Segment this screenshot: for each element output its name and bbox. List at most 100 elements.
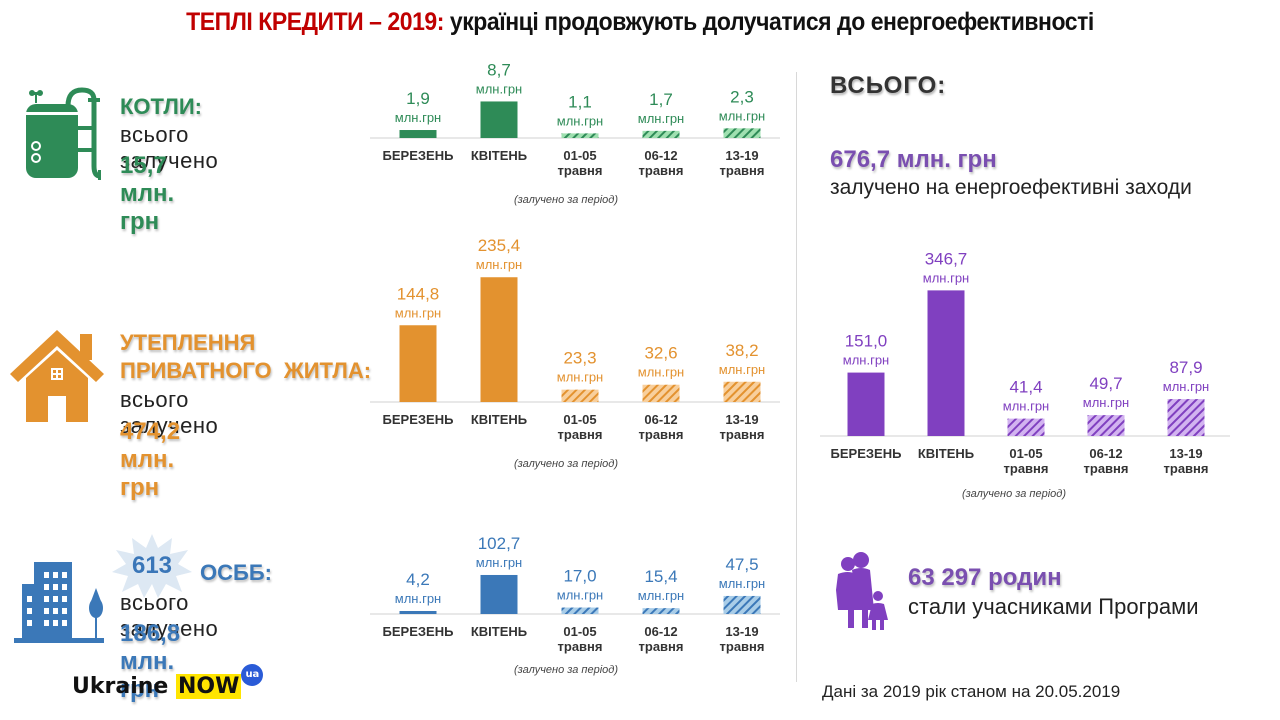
category-label-2: травня [558, 163, 603, 178]
chart-total-note: (залучено за період) [962, 488, 1067, 500]
bar-value-label-1: 8,7 [487, 60, 511, 79]
insulation-amount: 474,2 млн. грн [120, 418, 181, 501]
category-label-4: травня [720, 163, 765, 178]
boilers-subtitle: всього залучено [120, 122, 219, 173]
category-label-1: КВІТЕНЬ [471, 624, 527, 639]
bar-value-label-3: 15,4 [644, 567, 677, 586]
bar-unit-label-2: млн.грн [1003, 399, 1049, 414]
bar-0 [399, 325, 437, 402]
bar-0 [399, 611, 437, 614]
bar-value-label-0: 151,0 [845, 332, 888, 351]
category-label-3: 06-12 [644, 624, 677, 639]
bar-1 [927, 290, 965, 436]
bar-2 [561, 607, 599, 614]
building-icon [14, 562, 104, 643]
starburst-icon [112, 534, 192, 598]
category-label-3: 06-12 [1089, 446, 1122, 461]
bar-2 [1007, 418, 1045, 436]
bar-0 [847, 372, 885, 436]
osbb-count: 613 [131, 552, 173, 579]
bar-4 [723, 595, 761, 614]
osbb-heading: ОСББ: [200, 560, 272, 585]
bar-value-label-4: 47,5 [725, 555, 758, 574]
boilers-amount: 15,7 млн. грн [120, 152, 175, 235]
category-label-3: травня [639, 639, 684, 654]
bar-3 [642, 384, 680, 402]
bar-unit-label-1: млн.грн [923, 270, 969, 285]
bar-unit-label-4: млн.грн [719, 108, 765, 123]
total-amount: 676,7 млн. грн [830, 146, 997, 173]
bar-value-label-0: 1,9 [406, 89, 430, 108]
category-label-1: КВІТЕНЬ [471, 148, 527, 163]
category-label-1: КВІТЕНЬ [918, 446, 974, 461]
total-subtitle: залучено на енергоефективні заходи [830, 176, 1192, 199]
category-label-3: травня [1084, 461, 1129, 476]
bar-value-label-1: 346,7 [925, 249, 968, 268]
insulation-heading-line1: УТЕПЛЕННЯ [120, 330, 256, 355]
bar-unit-label-1: млн.грн [476, 81, 522, 96]
ukraine-now-logo: Ukraine NOW ua [72, 664, 264, 699]
vertical-divider [796, 72, 797, 682]
chart-boilers-note: (залучено за період) [514, 194, 619, 206]
category-label-2: травня [558, 427, 603, 442]
category-label-0: БЕРЕЗЕНЬ [831, 446, 902, 461]
chart-osbb-note: (залучено за період) [514, 664, 619, 676]
bar-unit-label-2: млн.грн [557, 113, 603, 128]
bar-unit-label-0: млн.грн [395, 591, 441, 606]
bar-value-label-0: 144,8 [397, 284, 440, 303]
osbb-count-badge: 613 [112, 534, 192, 598]
bar-unit-label-3: млн.грн [638, 365, 684, 380]
category-label-3: травня [639, 427, 684, 442]
category-label-0: БЕРЕЗЕНЬ [383, 148, 454, 163]
bar-3 [642, 130, 680, 138]
category-label-4: травня [720, 639, 765, 654]
bar-unit-label-4: млн.грн [719, 362, 765, 377]
category-label-4: травня [1164, 461, 1209, 476]
bar-4 [1167, 399, 1205, 436]
bar-value-label-3: 49,7 [1089, 374, 1122, 393]
chart-insulation: 144,8 млн.грн БЕРЕЗЕНЬ 235,4 млн.грн КВІТЕНЬ 2… [370, 230, 790, 460]
bar-value-label-1: 102,7 [478, 534, 521, 553]
families-subtitle: стали учасниками Програми [908, 594, 1199, 619]
osbb-subtitle: всього залучено [120, 590, 219, 641]
families-count: 63 297 родин [908, 564, 1062, 591]
bar-value-label-4: 87,9 [1169, 358, 1202, 377]
category-label-4: 13-19 [1169, 446, 1202, 461]
category-label-4: 13-19 [725, 412, 758, 427]
data-date-footer: Дані за 2019 рік станом на 20.05.2019 [822, 682, 1121, 701]
category-label-3: 06-12 [644, 148, 677, 163]
bar-value-label-2: 23,3 [563, 349, 596, 368]
insulation-subtitle: всього залучено [120, 387, 219, 438]
chart-boilers: 1,9 млн.грн БЕРЕЗЕНЬ 8,7 млн.грн КВІТЕНЬ 1,1 мл… [370, 60, 790, 195]
bar-unit-label-2: млн.грн [557, 370, 603, 385]
bar-2 [561, 133, 599, 138]
bar-unit-label-3: млн.грн [638, 588, 684, 603]
boiler-icon [24, 87, 101, 180]
category-label-4: 13-19 [725, 624, 758, 639]
osbb-amount: 186,8 млн. грн [120, 620, 181, 703]
bar-unit-label-0: млн.грн [395, 305, 441, 320]
category-label-2: 01-05 [1009, 446, 1042, 461]
category-label-3: 06-12 [644, 412, 677, 427]
total-heading: ВСЬОГО: [830, 72, 947, 99]
bar-value-label-3: 32,6 [644, 344, 677, 363]
chart-insulation-note: (залучено за період) [514, 458, 619, 470]
category-label-1: КВІТЕНЬ [471, 412, 527, 427]
category-label-2: травня [1004, 461, 1049, 476]
category-label-0: БЕРЕЗЕНЬ [383, 412, 454, 427]
bar-unit-label-0: млн.грн [843, 353, 889, 368]
bar-2 [561, 389, 599, 402]
title-highlight: ТЕПЛІ КРЕДИТИ – 2019: [186, 8, 444, 36]
bar-value-label-4: 38,2 [725, 341, 758, 360]
bar-value-label-0: 4,2 [406, 570, 430, 589]
bar-value-label-3: 1,7 [649, 90, 673, 109]
category-label-4: 13-19 [725, 148, 758, 163]
bar-unit-label-1: млн.грн [476, 257, 522, 272]
category-label-2: 01-05 [563, 148, 596, 163]
bar-4 [723, 128, 761, 138]
category-label-0: БЕРЕЗЕНЬ [383, 624, 454, 639]
logo-ua-badge: ua [241, 664, 264, 686]
bar-value-label-2: 1,1 [568, 92, 592, 111]
bar-4 [723, 381, 761, 402]
bar-1 [480, 277, 518, 402]
